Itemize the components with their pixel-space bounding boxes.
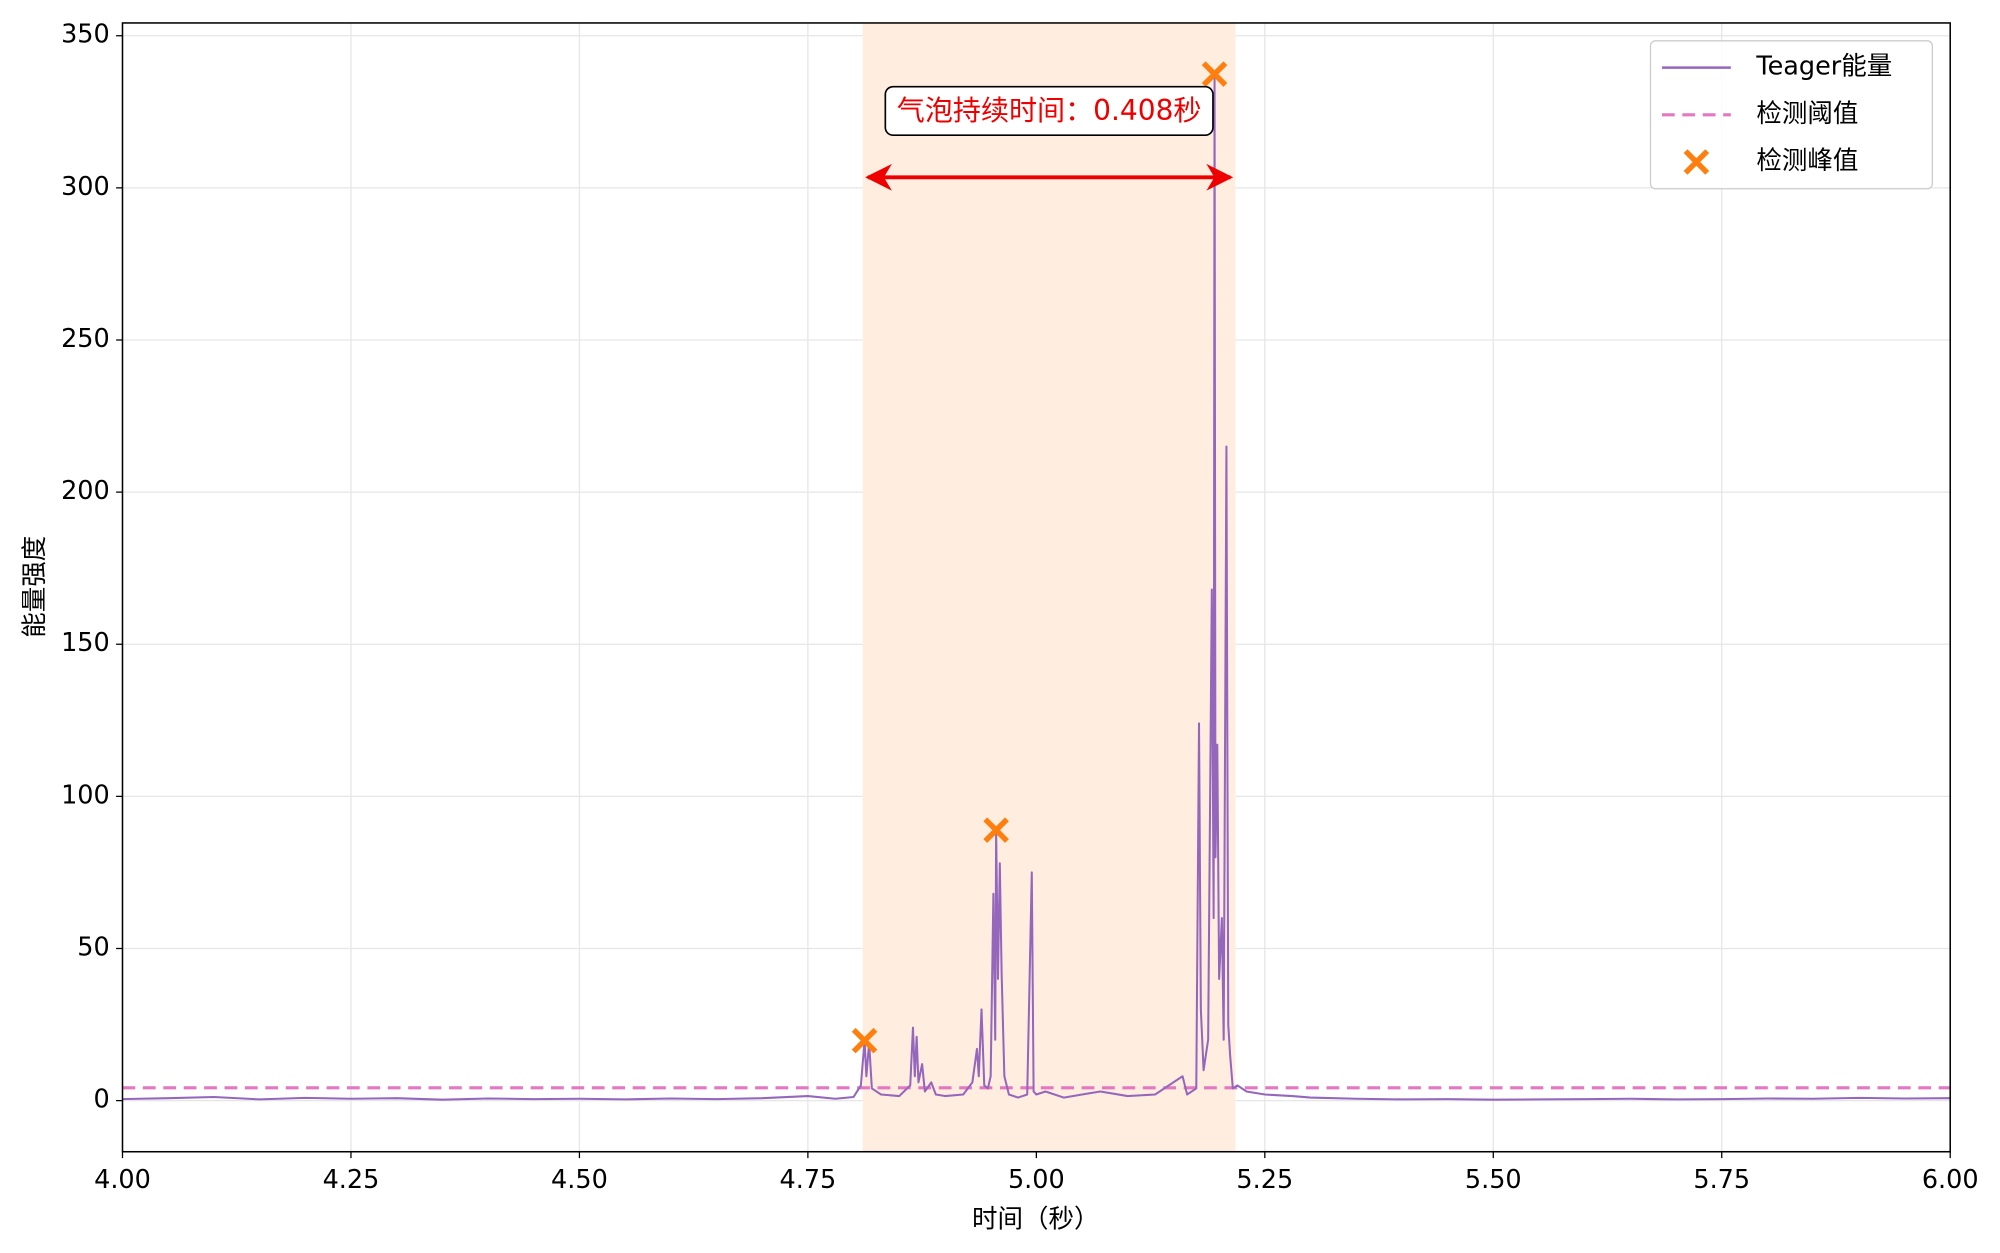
x-tick-label: 4.75 <box>779 1165 836 1195</box>
y-tick-label: 150 <box>61 628 110 658</box>
peak-marker <box>851 1027 878 1054</box>
legend-label: 检测峰值 <box>1756 146 1858 176</box>
peak-marker <box>983 817 1009 843</box>
x-tick-label: 5.75 <box>1693 1165 1750 1195</box>
highlight-span <box>862 22 1236 1152</box>
x-tick-label: 5.50 <box>1465 1165 1522 1195</box>
x-tick-label: 5.00 <box>1008 1165 1065 1195</box>
peak-marker <box>1201 61 1228 87</box>
annotation-box <box>884 85 1214 137</box>
ticks: 4.00 4.25 4.50 4.75 5.00 5.25 5.50 5.75 6.00 0 50 1… <box>61 20 1979 1195</box>
x-tick-label: 4.25 <box>323 1165 380 1195</box>
x-tick-label: 4.00 <box>94 1165 151 1195</box>
x-tick-label: 4.50 <box>551 1165 608 1195</box>
y-tick-label: 250 <box>61 324 110 354</box>
y-tick-label: 200 <box>61 476 110 506</box>
legend-box <box>1649 40 1933 190</box>
legend-label: Teager能量 <box>1755 52 1892 82</box>
annotation-text: 气泡持续时间：0.408秒 <box>897 94 1202 127</box>
y-tick-label: 300 <box>61 172 110 202</box>
y-tick-label: 350 <box>61 20 110 50</box>
y-tick-label: 50 <box>77 932 109 962</box>
data-line <box>122 73 1951 1101</box>
y-tick-label: 100 <box>61 780 110 810</box>
y-tick-label: 0 <box>94 1085 110 1115</box>
axes-frame <box>121 22 1951 1153</box>
plot-area <box>122 22 1951 1152</box>
x-tick-label: 5.25 <box>1236 1165 1293 1195</box>
x-axis-title: 时间（秒） <box>972 1205 1100 1235</box>
legend-label: 检测阈值 <box>1756 99 1858 129</box>
y-axis-title: 能量强度 <box>20 536 50 638</box>
x-tick-label: 6.00 <box>1922 1165 1979 1195</box>
legend-swatch <box>1683 149 1710 175</box>
